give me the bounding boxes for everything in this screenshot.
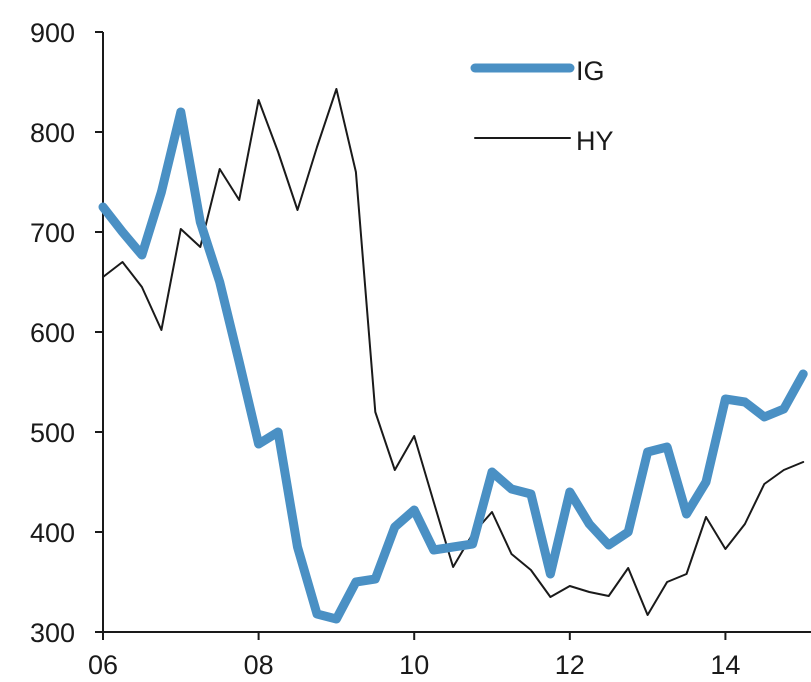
series-line-ig [98, 107, 808, 624]
y-tick-label: 800 [30, 118, 75, 148]
legend-label-hy: HY [576, 126, 614, 156]
legend-label-ig: IG [576, 56, 605, 86]
y-tick-label: 300 [30, 618, 75, 648]
series-layer [98, 88, 808, 624]
legend: IG HY [470, 56, 614, 156]
series-line-hy [102, 88, 805, 616]
x-tick-label: 10 [399, 650, 429, 680]
x-tick-label: 14 [710, 650, 740, 680]
y-tick-label: 600 [30, 318, 75, 348]
y-tick-label: 900 [30, 18, 75, 48]
y-tick-label: 700 [30, 218, 75, 248]
x-tick-label: 12 [555, 650, 585, 680]
x-tick-label: 08 [244, 650, 274, 680]
y-tick-label: 500 [30, 418, 75, 448]
axes: 300 400 500 600 700 800 900 06 08 10 12 14 [30, 18, 811, 680]
x-tick-label: 06 [88, 650, 118, 680]
y-tick-label: 400 [30, 518, 75, 548]
